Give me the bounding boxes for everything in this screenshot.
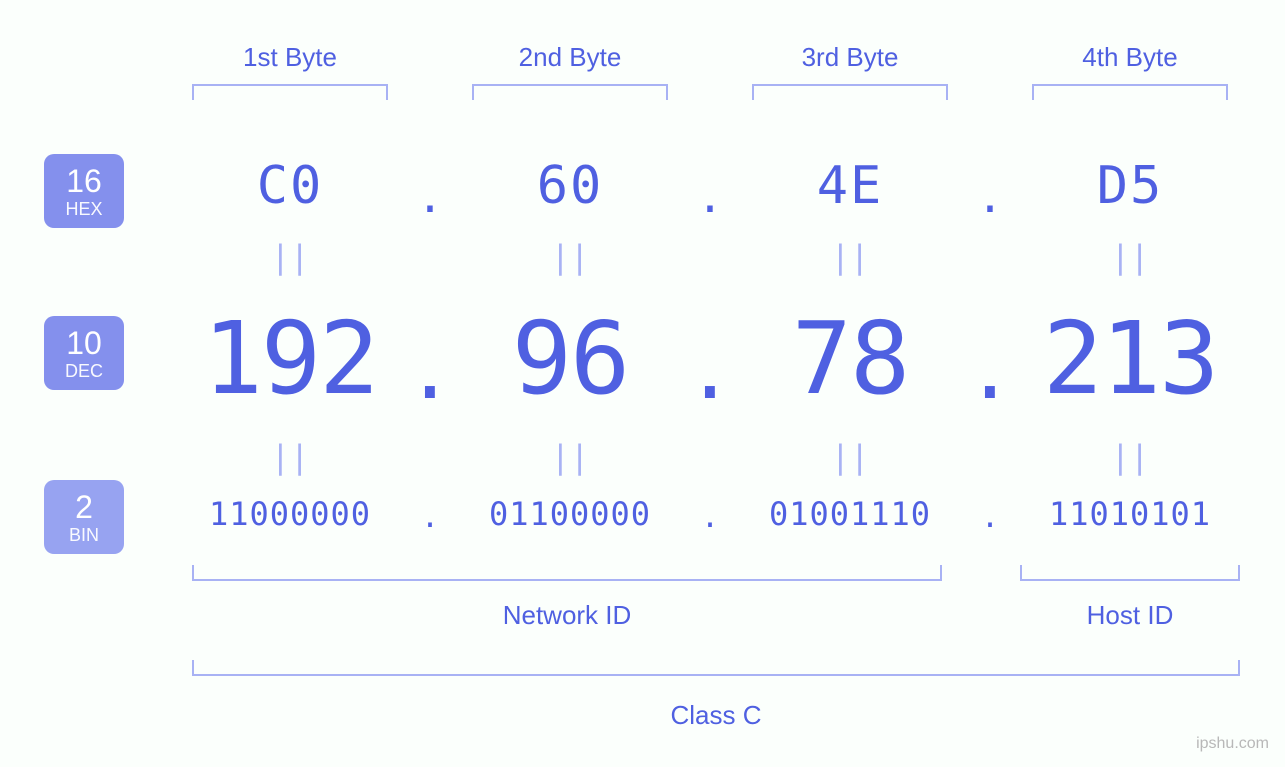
badge-bin-base: 2 <box>75 491 93 523</box>
dot-dec-2: . <box>680 324 740 417</box>
byte-4-dec: 213 <box>1020 300 1240 417</box>
byte-2-dec: 96 <box>460 300 680 417</box>
ip-representation-diagram: 16 HEX 10 DEC 2 BIN 1st Byte C0 || 192 |… <box>0 0 1285 767</box>
badge-bin-name: BIN <box>69 526 99 544</box>
byte-1-equals-1: || <box>180 238 400 276</box>
byte-2-bin: 01100000 <box>460 495 680 533</box>
byte-2-hex: 60 <box>460 156 680 216</box>
byte-4-bracket <box>1032 84 1228 100</box>
host-id-label: Host ID <box>1020 600 1240 631</box>
byte-4-header: 4th Byte <box>1020 42 1240 73</box>
byte-3-equals-1: || <box>740 238 960 276</box>
dot-hex-3: . <box>960 172 1020 223</box>
byte-4-bin: 11010101 <box>1020 495 1240 533</box>
byte-column-4: 4th Byte D5 || 213 || 11010101 <box>1020 0 1240 767</box>
badge-bin: 2 BIN <box>44 480 124 554</box>
dot-dec-1: . <box>400 324 460 417</box>
byte-3-bin: 01001110 <box>740 495 960 533</box>
byte-4-equals-2: || <box>1020 438 1240 476</box>
badge-hex: 16 HEX <box>44 154 124 228</box>
dot-dec-3: . <box>960 324 1020 417</box>
badge-dec-base: 10 <box>66 327 102 359</box>
byte-1-dec: 192 <box>180 300 400 417</box>
byte-1-bin: 11000000 <box>180 495 400 533</box>
badge-dec-name: DEC <box>65 362 103 380</box>
badge-hex-base: 16 <box>66 165 102 197</box>
dot-bin-1: . <box>400 500 460 535</box>
byte-3-header: 3rd Byte <box>740 42 960 73</box>
byte-2-header: 2nd Byte <box>460 42 680 73</box>
byte-2-equals-2: || <box>460 438 680 476</box>
byte-1-bracket <box>192 84 388 100</box>
byte-1-equals-2: || <box>180 438 400 476</box>
class-bracket <box>192 660 1240 676</box>
watermark: ipshu.com <box>1196 735 1269 753</box>
byte-column-1: 1st Byte C0 || 192 || 11000000 <box>180 0 400 767</box>
byte-1-header: 1st Byte <box>180 42 400 73</box>
dot-bin-3: . <box>960 500 1020 535</box>
network-id-label: Network ID <box>192 600 942 631</box>
byte-4-equals-1: || <box>1020 238 1240 276</box>
byte-2-equals-1: || <box>460 238 680 276</box>
byte-1-hex: C0 <box>180 156 400 216</box>
byte-3-equals-2: || <box>740 438 960 476</box>
byte-3-hex: 4E <box>740 156 960 216</box>
byte-2-bracket <box>472 84 668 100</box>
badge-hex-name: HEX <box>65 200 102 218</box>
byte-column-2: 2nd Byte 60 || 96 || 01100000 <box>460 0 680 767</box>
byte-column-3: 3rd Byte 4E || 78 || 01001110 <box>740 0 960 767</box>
host-id-bracket <box>1020 565 1240 581</box>
byte-3-bracket <box>752 84 948 100</box>
byte-4-hex: D5 <box>1020 156 1240 216</box>
dot-hex-1: . <box>400 172 460 223</box>
dot-bin-2: . <box>680 500 740 535</box>
class-label: Class C <box>192 700 1240 731</box>
badge-dec: 10 DEC <box>44 316 124 390</box>
byte-3-dec: 78 <box>740 300 960 417</box>
network-id-bracket <box>192 565 942 581</box>
dot-hex-2: . <box>680 172 740 223</box>
